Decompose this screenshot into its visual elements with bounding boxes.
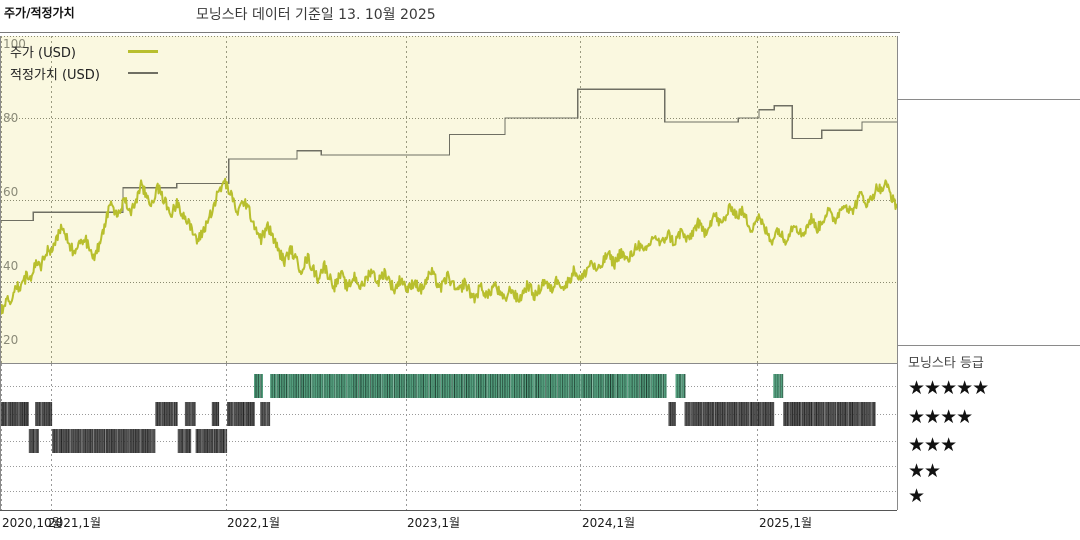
ratings-legend-title: 모닝스타 등급 <box>908 356 984 371</box>
price-chart-svg <box>1 36 897 364</box>
x-tick-0: 2020,10월 <box>2 516 63 530</box>
ratings-bar-area <box>0 364 897 510</box>
rating-legend-5-star: ★★★★★ <box>908 377 989 399</box>
x-tick-5: 2025,1월 <box>759 516 813 530</box>
legend-swatch-fair-value <box>128 72 158 74</box>
y-tick-20: 20 <box>3 333 19 347</box>
plot-bottom-divider <box>0 363 897 364</box>
x-axis-line <box>0 510 897 511</box>
legend-label-price: 주가 (USD) <box>10 46 76 61</box>
price-plot-area <box>0 36 897 364</box>
header-divider <box>0 32 900 33</box>
rating-legend-1-star: ★ <box>908 485 925 507</box>
rating-legend-3-star: ★★★ <box>908 434 957 456</box>
legend-panel-divider <box>897 345 1080 346</box>
rating-legend-2-star: ★★ <box>908 460 941 482</box>
x-tick-4: 2024,1월 <box>582 516 636 530</box>
x-tick-2: 2022,1월 <box>227 516 281 530</box>
y-tick-100: 100 <box>3 37 26 51</box>
chart-subtitle: 모닝스타 데이터 기준일 13. 10월 2025 <box>196 7 436 23</box>
y-tick-80: 80 <box>3 111 19 125</box>
legend-label-fair-value: 적정가치 (USD) <box>10 68 100 83</box>
y-tick-60: 60 <box>3 185 19 199</box>
rating-legend-4-star: ★★★★ <box>908 406 973 428</box>
legend-swatch-price <box>128 50 158 53</box>
series-legend-box <box>898 36 1080 100</box>
x-tick-1: 2021,1월 <box>48 516 102 530</box>
ratings-chart-svg <box>1 364 897 510</box>
x-tick-3: 2023,1월 <box>407 516 461 530</box>
legend-column <box>897 36 1080 510</box>
y-tick-40: 40 <box>3 259 19 273</box>
page-title: 주가/적정가치 <box>4 6 75 20</box>
